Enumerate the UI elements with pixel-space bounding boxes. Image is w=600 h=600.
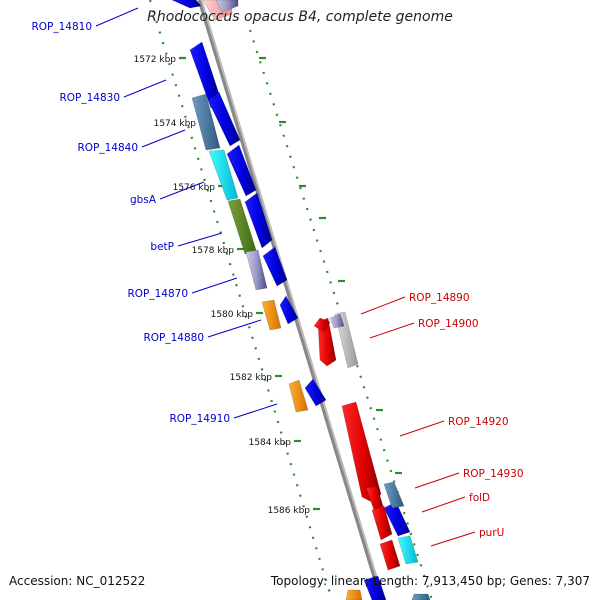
gene-rop-14880[interactable] (279, 295, 299, 325)
gene-label-forward[interactable]: ROP_14910 (169, 413, 230, 425)
gene-block-lav-top[interactable] (215, 0, 239, 13)
scale-tick-label: 1584 kbp (249, 438, 292, 448)
gene-label-forward[interactable]: gbsA (130, 194, 157, 206)
gene-label-leader (141, 129, 186, 148)
topology-text: Topology: linear; Length: 7,913,450 bp; … (270, 574, 590, 588)
gene-label-reverse[interactable]: ROP_14900 (418, 318, 479, 330)
gene-fold[interactable] (371, 505, 393, 541)
gene-label-forward[interactable]: ROP_14880 (143, 332, 204, 344)
gene-label-leader (360, 296, 406, 315)
gene-betp[interactable] (244, 192, 273, 249)
gene-label-leader (95, 7, 139, 27)
gene-label-leader (369, 322, 415, 339)
gene-block-cyan[interactable] (208, 149, 239, 201)
scale-tick-label: 1582 kbp (230, 373, 273, 383)
scale-tick-label: 1572 kbp (134, 55, 177, 65)
gene-block-orange-2[interactable] (288, 379, 309, 413)
gene-block-steel-bottom[interactable] (411, 593, 431, 600)
gene-rop-14910[interactable] (304, 378, 327, 407)
gene-label-leader (421, 496, 466, 513)
gene-label-reverse[interactable]: ROP_14920 (448, 416, 509, 428)
gene-block-steel[interactable] (191, 93, 221, 151)
scale-tick-label: 1586 kbp (268, 506, 311, 516)
gene-label-reverse[interactable]: purU (479, 527, 504, 539)
gene-label-forward[interactable]: ROP_14840 (77, 142, 138, 154)
backbone-line (197, 0, 383, 600)
gene-label-forward[interactable]: betP (150, 241, 174, 253)
gene-label-reverse[interactable]: folD (469, 492, 490, 504)
gene-rop-14810[interactable] (171, 0, 202, 9)
gene-rop-14840[interactable] (207, 91, 241, 147)
gene-label-leader (414, 472, 460, 489)
gene-label-leader (123, 79, 167, 98)
gene-block-lav-small[interactable] (329, 313, 345, 329)
gene-label-leader (191, 277, 238, 294)
gene-bottom-blue[interactable] (363, 575, 387, 600)
gene-label-leader (430, 531, 476, 547)
gene-label-reverse[interactable]: ROP_14930 (463, 468, 524, 480)
reverse-guide-line (248, 29, 434, 600)
gene-block-orange-bottom[interactable] (345, 589, 363, 600)
gene-label-leader (233, 403, 278, 419)
gene-rop-14930[interactable] (365, 485, 384, 511)
gene-label-leader (177, 232, 223, 247)
accession-text: Accession: NC_012522 (9, 574, 146, 588)
gene-rop-14890-head[interactable] (313, 317, 331, 333)
gene-label-leader (207, 319, 262, 338)
scale-tick-label: 1576 kbp (173, 183, 216, 193)
gene-block-steel-2[interactable] (383, 481, 405, 509)
scale-tick-label: 1578 kbp (192, 246, 235, 256)
scale-tick-label: 1580 kbp (211, 310, 254, 320)
gene-purU[interactable] (379, 539, 401, 571)
gene-block-orange[interactable] (261, 299, 282, 331)
gene-block-cyan-2[interactable] (397, 535, 419, 565)
map-title: Rhodococcus opacus B4, complete genome (147, 9, 453, 25)
gene-rop-14870[interactable] (262, 246, 288, 287)
gene-label-leader (159, 181, 205, 200)
gene-block-lavender[interactable] (245, 249, 268, 291)
gene-gbsa[interactable] (226, 144, 257, 197)
gene-label-leader (399, 420, 445, 437)
gene-label-reverse[interactable]: ROP_14890 (409, 292, 470, 304)
gene-label-forward[interactable]: ROP_14870 (127, 288, 188, 300)
scale-tick-label: 1574 kbp (154, 119, 197, 129)
gene-block-olive[interactable] (227, 198, 257, 255)
gene-label-forward[interactable]: ROP_14810 (31, 21, 92, 33)
gene-label-forward[interactable]: ROP_14830 (59, 92, 120, 104)
